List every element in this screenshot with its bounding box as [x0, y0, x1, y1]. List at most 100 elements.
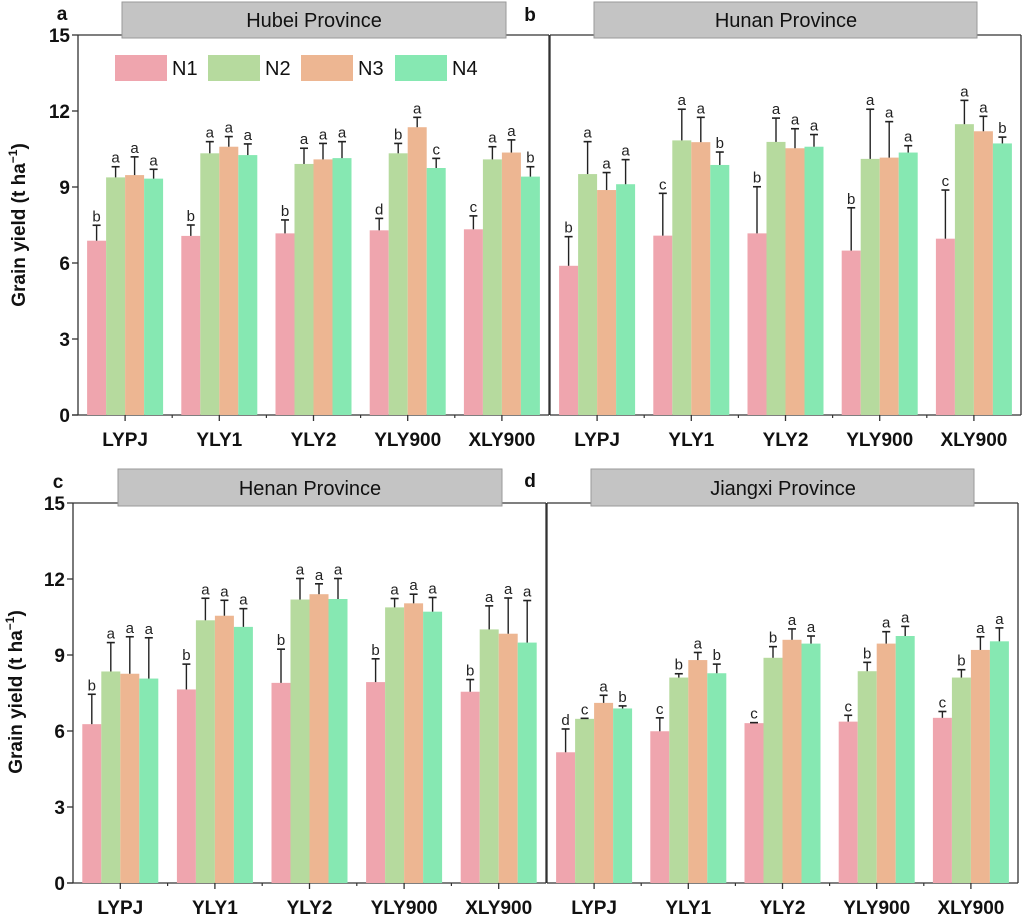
panel-c-title-box [117, 468, 503, 507]
legend-swatch-n4 [395, 55, 447, 81]
bar-d-yly2-n1 [744, 723, 764, 883]
significance-letter: c [942, 173, 950, 190]
legend-label-n4: N4 [452, 58, 478, 80]
x-tick-label-yly2: YLY2 [760, 898, 806, 916]
y-tick-label: 9 [54, 646, 65, 667]
significance-letter: b [88, 677, 96, 694]
significance-letter: a [901, 609, 910, 626]
x-tick-label-xly900: XLY900 [937, 898, 1004, 916]
bar-b-yly1-n3 [691, 142, 711, 415]
bar-d-yly900-n3 [876, 643, 896, 883]
significance-letter: b [716, 135, 724, 152]
bar-b-yly900-n3 [879, 157, 899, 415]
bar-b-yly2-n4 [804, 146, 824, 415]
panel-a-letter: a [57, 4, 68, 25]
y-tick-label: 9 [59, 178, 70, 199]
bar-c-yly900-n2 [385, 607, 405, 883]
significance-letter: b [281, 203, 289, 220]
significance-letter: a [507, 123, 516, 140]
significance-letter: a [126, 620, 135, 637]
legend-label-n1: N1 [172, 58, 198, 80]
significance-letter: b [847, 191, 855, 208]
significance-letter: a [772, 101, 781, 118]
significance-letter: b [863, 645, 871, 662]
significance-letter: a [882, 615, 891, 632]
bar-a-yly900-n4 [426, 168, 446, 415]
panel-c-letter: c [53, 472, 64, 493]
significance-letter: a [244, 127, 253, 144]
significance-letter: b [466, 663, 474, 680]
bar-d-yly2-n2 [763, 657, 783, 883]
bar-a-yly2-n1 [275, 233, 295, 415]
legend-swatch-n2 [208, 55, 260, 81]
bar-c-lypj-n3 [120, 673, 140, 883]
bar-a-xly900-n4 [520, 176, 540, 415]
significance-letter: b [998, 120, 1006, 137]
bar-c-yly900-n4 [423, 611, 443, 883]
panel-b-title: Hunan Province [715, 10, 857, 32]
x-tick-label-yly900: YLY900 [846, 430, 913, 451]
bar-a-lypj-n2 [106, 177, 126, 415]
bar-a-xly900-n1 [463, 229, 483, 415]
bar-a-yly900-n1 [369, 230, 389, 415]
panel-b-title-box [593, 1, 978, 39]
significance-letter: a [866, 92, 875, 109]
y-tick-label: 6 [59, 254, 70, 275]
bar-d-yly900-n1 [838, 721, 858, 883]
bar-b-lypj-n4 [616, 184, 636, 415]
significance-letter: a [338, 125, 347, 142]
x-tick-label-yly900: YLY900 [374, 430, 441, 451]
significance-letter: a [599, 678, 608, 695]
significance-letter: a [296, 561, 305, 578]
bar-c-yly2-n4 [328, 599, 348, 883]
significance-letter: a [319, 126, 328, 143]
significance-letter: b [564, 220, 572, 237]
legend-swatch-n1 [115, 55, 167, 81]
x-tick-label-lypj: LYPJ [571, 898, 617, 916]
significance-letter: a [976, 620, 985, 637]
panel-b-letter: b [524, 5, 536, 26]
x-tick-label-lypj: LYPJ [97, 898, 143, 916]
bar-c-yly2-n3 [309, 594, 329, 883]
bar-a-yly1-n1 [181, 235, 201, 415]
bar-a-yly2-n3 [313, 159, 333, 415]
significance-letter: a [413, 100, 422, 117]
bar-c-yly900-n3 [404, 603, 424, 883]
significance-letter: a [960, 83, 969, 100]
panel-a-title: Hubei Province [246, 10, 382, 32]
bar-c-lypj-n2 [101, 671, 121, 883]
significance-letter: c [750, 706, 758, 723]
bar-a-xly900-n3 [501, 152, 521, 415]
significance-letter: a [145, 621, 154, 638]
significance-letter: c [470, 199, 478, 216]
bar-d-yly1-n4 [707, 673, 727, 883]
significance-letter: a [694, 635, 703, 652]
significance-letter: a [206, 125, 215, 142]
y-tick-label: 3 [54, 798, 65, 819]
bar-d-xly900-n1 [932, 717, 952, 883]
legend-swatch-n3 [301, 55, 353, 81]
significance-letter: a [428, 580, 437, 597]
panel-d-title: Jiangxi Province [710, 478, 856, 500]
significance-letter: a [300, 131, 309, 148]
bar-d-lypj-n2 [575, 718, 595, 883]
y-tick-label: 3 [59, 330, 70, 351]
bar-b-xly900-n2 [954, 124, 974, 415]
bar-d-lypj-n1 [556, 752, 576, 883]
bar-b-yly1-n1 [653, 235, 673, 415]
y-tick-label: 15 [49, 26, 71, 47]
bar-a-xly900-n2 [482, 159, 502, 415]
significance-letter: a [107, 626, 116, 643]
significance-letter: d [561, 712, 569, 729]
bar-c-xly900-n3 [498, 633, 518, 883]
x-tick-label-yly2: YLY2 [291, 430, 337, 451]
bar-b-xly900-n4 [992, 143, 1012, 415]
significance-letter: a [810, 118, 819, 135]
bar-d-xly900-n4 [989, 641, 1009, 883]
bar-c-lypj-n1 [82, 724, 102, 883]
significance-letter: a [390, 582, 399, 599]
bar-a-yly1-n4 [238, 155, 258, 415]
significance-letter: b [182, 647, 190, 664]
